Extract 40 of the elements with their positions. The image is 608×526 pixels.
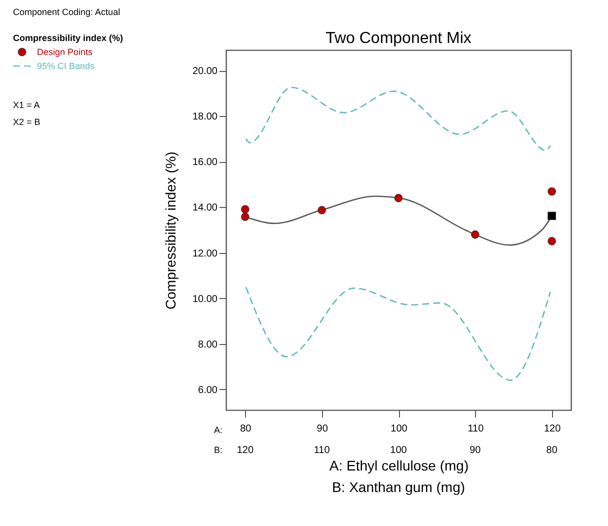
text: X2 = B [13,117,40,127]
y-tick-label: 20.00 [192,66,218,78]
x2-axis-title: B: Xanthan gum (mg) [332,479,466,495]
x-tick-label: 110 [468,424,484,434]
text: X1 = A [13,100,40,110]
x2-tick-label: 110 [314,445,330,456]
x-tick-label: 100 [390,424,408,434]
x-tick-label: 80 [240,424,252,434]
line-series [245,86,551,151]
point [394,194,403,202]
point [240,212,250,221]
x-axis-title: A: Ethyl cellulose (mg) [329,458,469,474]
text: Component Coding: Actual [13,7,120,17]
text: B: [214,445,223,455]
y-tick-label: 18.00 [192,112,218,123]
chart-title: Two Component Mix [326,30,472,47]
x2-tick-label: 80 [546,445,558,456]
x-tick-label: 120 [544,424,562,434]
point [240,205,250,214]
y-tick-label: 14.00 [192,202,218,214]
y-tick-label: 10.00 [192,294,218,305]
x2-tick-label: 120 [236,445,254,456]
y-tick-label: 6.00 [198,384,218,396]
point [548,237,556,246]
y-axis-title: Compressibility index (%) [162,152,178,310]
x2-tick-label: 100 [390,445,408,456]
y-tick-label: 16.00 [192,157,218,168]
point [548,212,556,220]
text: A: [214,425,223,435]
legend-label: Design Points [37,47,94,57]
point [318,206,326,214]
point [470,230,480,239]
x-tick-label: 90 [316,424,328,434]
y-tick-label: 8.00 [198,339,218,350]
legend-title: Compressibility index (%) [13,33,124,43]
legend-label: 95% CI Bands [37,61,96,71]
point [548,187,556,196]
x2-tick-label: 90 [470,445,482,456]
line-series [245,286,551,381]
y-tick-label: 12.00 [192,248,218,260]
